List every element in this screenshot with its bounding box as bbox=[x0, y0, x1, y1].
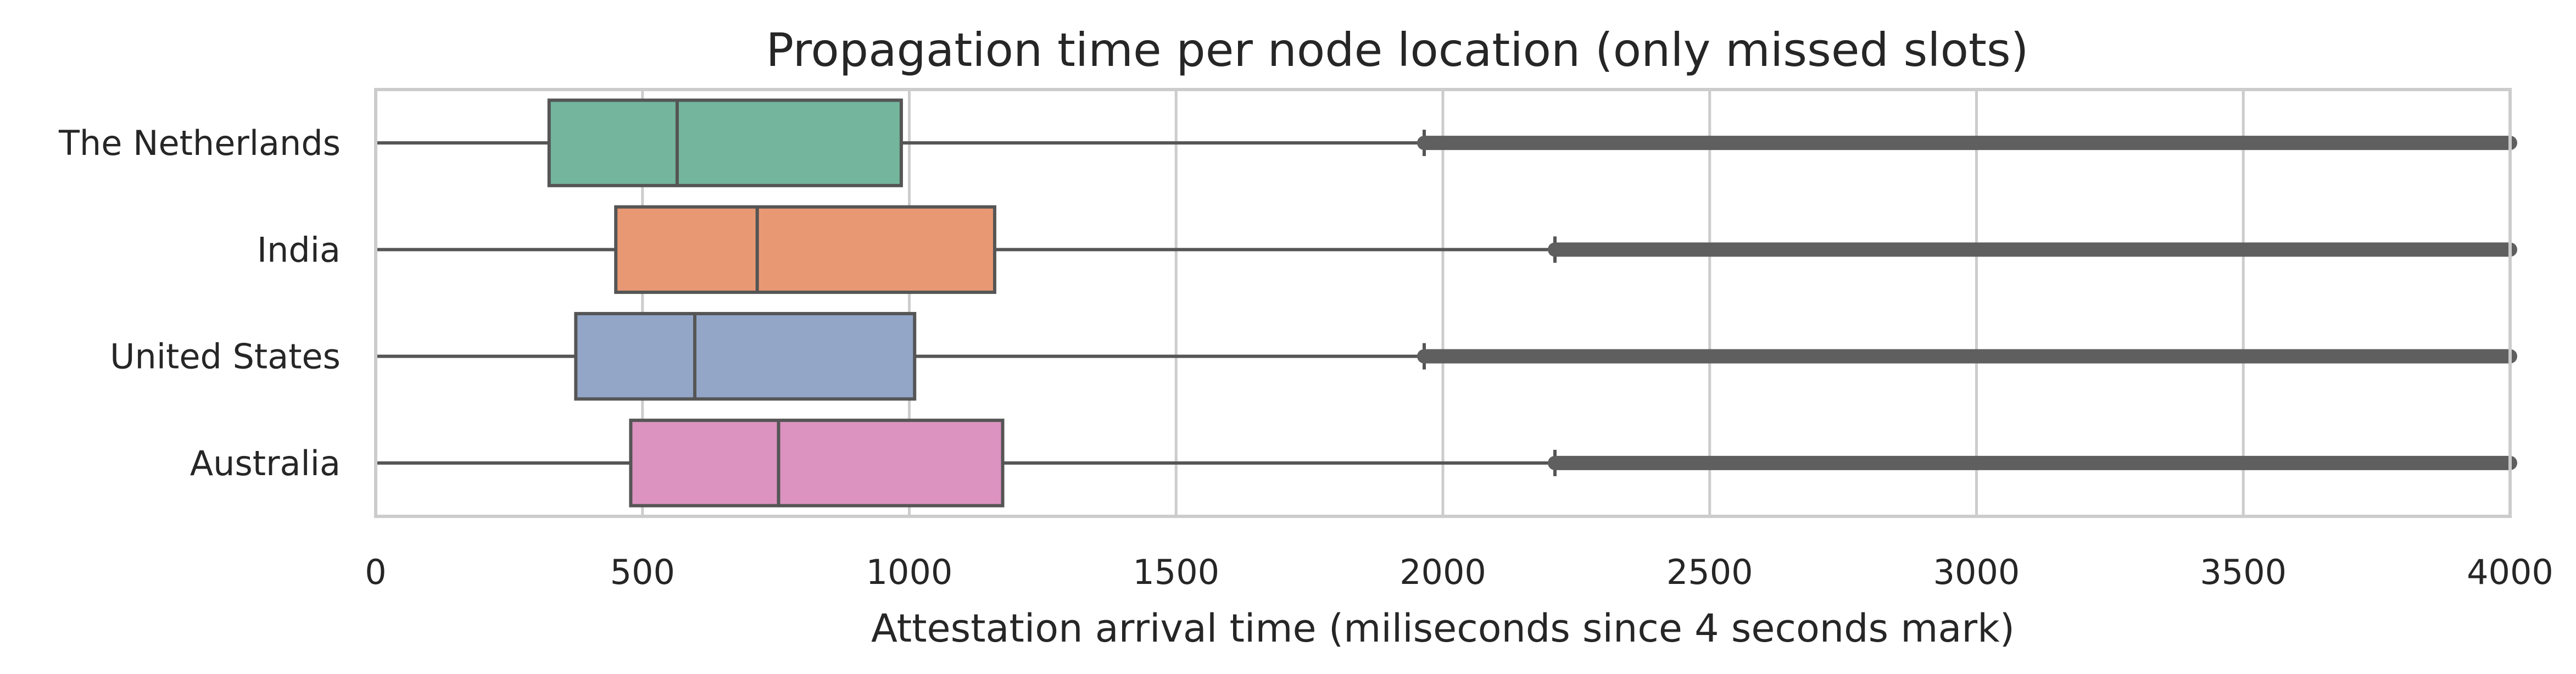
boxes bbox=[374, 98, 2517, 508]
box-group bbox=[374, 205, 2517, 294]
y-tick-label: India bbox=[257, 230, 341, 270]
iqr-box bbox=[574, 311, 917, 401]
x-tick-label: 3000 bbox=[1933, 552, 2020, 592]
x-tick-labels: 0 500 1000 1500 2000 2500 3000 3500 4000 bbox=[365, 552, 2553, 592]
box-group bbox=[374, 419, 2517, 508]
x-tick-label: 0 bbox=[365, 552, 386, 592]
x-tick-label: 2500 bbox=[1666, 552, 1753, 592]
iqr-box bbox=[614, 205, 996, 294]
y-tick-label: United States bbox=[110, 337, 341, 377]
box-group bbox=[374, 98, 2517, 187]
x-tick-label: 3500 bbox=[2200, 552, 2287, 592]
box-group bbox=[374, 311, 2517, 401]
iqr-box bbox=[547, 98, 903, 187]
iqr-box bbox=[629, 419, 1005, 508]
grid-lines bbox=[641, 90, 2245, 516]
x-tick-label: 500 bbox=[610, 552, 675, 592]
y-tick-label: Australia bbox=[190, 443, 341, 483]
y-tick-labels: The Netherlands India United States Austral… bbox=[58, 123, 341, 483]
x-tick-label: 4000 bbox=[2467, 552, 2553, 592]
chart-title: Propagation time per node location (only… bbox=[766, 23, 2028, 77]
x-axis-label: Attestation arrival time (miliseconds si… bbox=[871, 606, 2015, 651]
x-tick-label: 1500 bbox=[1133, 552, 1219, 592]
y-tick-label: The Netherlands bbox=[58, 123, 341, 163]
plot-frame bbox=[374, 88, 2512, 518]
x-tick-label: 1000 bbox=[866, 552, 953, 592]
x-tick-label: 2000 bbox=[1399, 552, 1486, 592]
